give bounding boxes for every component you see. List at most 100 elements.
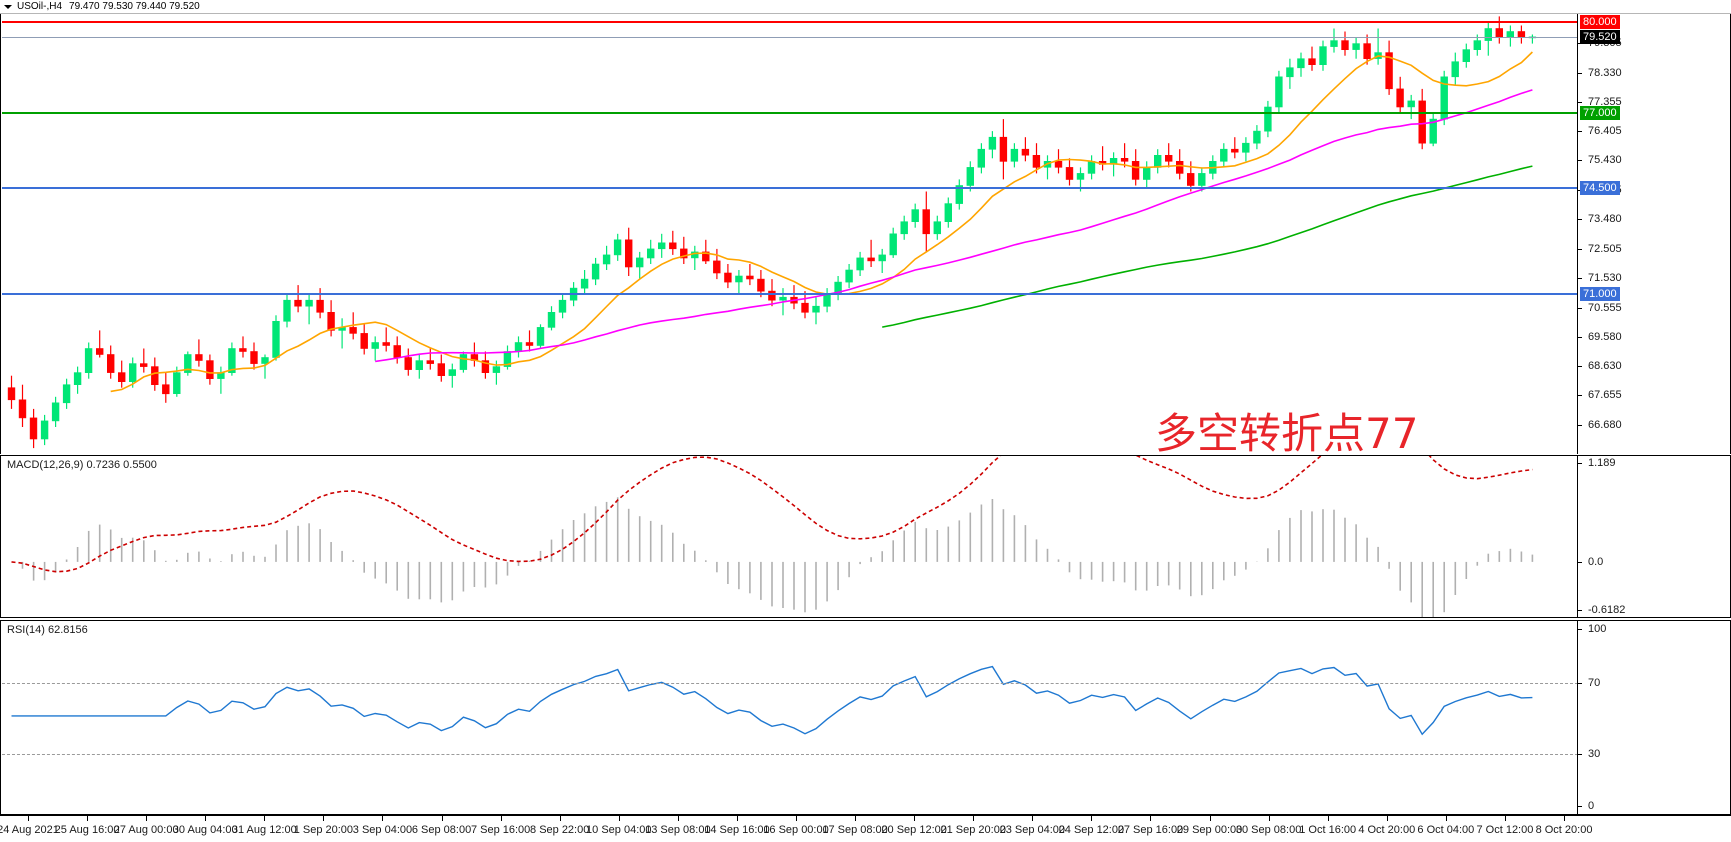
price-level-line-77-000[interactable] — [2, 112, 1578, 115]
time-axis-tick — [28, 816, 29, 821]
time-axis-tick — [1504, 816, 1506, 821]
price-axis-label: 77.355 — [1588, 96, 1622, 109]
time-axis-tick — [1564, 816, 1565, 821]
price-candles-svg — [7, 16, 1537, 449]
price-axis-label: 71.530 — [1588, 272, 1622, 285]
time-axis-tick — [973, 816, 975, 821]
rsi-band-30 — [2, 754, 1578, 756]
price-axis-tick — [1578, 130, 1582, 132]
rsi-band-70 — [2, 682, 1578, 684]
time-axis-label: 17 Sep 08:00 — [822, 824, 888, 836]
price-panel[interactable]: 79.30578.33077.35576.40575.43074.45573.4… — [0, 14, 1731, 454]
macd-series-svg — [11, 456, 1534, 617]
macd-panel[interactable]: MACD(12,26,9) 0.7236 0.5500 1.189 0.0 -0.6… — [0, 455, 1731, 618]
time-axis-tick — [1268, 816, 1270, 821]
price-level-chip-71-000[interactable]: 71.000 — [1580, 287, 1620, 302]
time-axis-tick — [796, 816, 797, 821]
price-axis-label: 78.330 — [1588, 66, 1622, 79]
current-price-chip[interactable]: 79.520 — [1580, 29, 1620, 44]
time-axis-tick — [855, 816, 857, 821]
time-axis-tick — [1445, 816, 1447, 821]
macd-plot-area[interactable] — [2, 456, 1578, 617]
price-axis-label: 73.480 — [1588, 213, 1622, 226]
time-axis-label: 8 Sep 22:00 — [530, 824, 590, 836]
time-axis-label: 21 Sep 20:00 — [940, 824, 1006, 836]
rsi-legend: RSI(14) 62.8156 — [7, 624, 88, 636]
rsi-axis-label: 70 — [1588, 676, 1601, 689]
time-axis-label: 24 Aug 2021 — [0, 824, 59, 836]
price-level-line-80-000[interactable] — [2, 21, 1578, 24]
time-axis-tick — [736, 816, 738, 821]
time-axis-label: 8 Oct 20:00 — [1535, 824, 1593, 836]
rsi-series-svg — [11, 665, 1533, 736]
price-level-chip-74-500[interactable]: 74.500 — [1580, 181, 1620, 196]
time-axis-label: 20 Sep 12:00 — [881, 824, 947, 836]
time-axis-tick — [1032, 816, 1034, 821]
time-axis-label: 29 Sep 00:00 — [1176, 824, 1243, 836]
rsi-axis-label: 0 — [1588, 800, 1595, 812]
time-axis-label: 23 Sep 04:00 — [999, 824, 1066, 836]
price-level-line-71-000[interactable] — [2, 293, 1578, 296]
rsi-axis-label: 100 — [1588, 623, 1607, 635]
time-axis-tick — [559, 816, 561, 821]
price-axis-label: 75.430 — [1588, 154, 1622, 167]
time-axis-tick — [146, 816, 148, 821]
time-axis-label: 25 Aug 16:00 — [54, 824, 120, 836]
time-axis-tick — [382, 816, 384, 821]
price-axis-tick — [1578, 395, 1582, 397]
time-axis-label: 6 Sep 08:00 — [411, 824, 472, 836]
price-level-chip-77-000[interactable]: 77.000 — [1580, 106, 1620, 121]
macd-y-axis[interactable]: 1.189 0.0 -0.6182 — [1577, 456, 1730, 617]
time-axis-label: 13 Sep 08:00 — [645, 824, 711, 836]
time-axis-label: 7 Oct 12:00 — [1476, 824, 1534, 836]
rsi-panel[interactable]: RSI(14) 62.8156 100 70 30 0 — [0, 620, 1731, 815]
triangle-down-icon[interactable] — [4, 2, 13, 11]
rsi-axis-tick — [1578, 682, 1582, 684]
time-axis-tick — [1386, 816, 1388, 821]
price-axis-tick — [1578, 102, 1582, 104]
time-axis-label: 14 Sep 16:00 — [704, 824, 770, 836]
rsi-axis-tick — [1578, 754, 1582, 756]
price-axis-tick — [1578, 424, 1582, 426]
price-axis-label: 66.680 — [1588, 418, 1622, 431]
price-axis-tick — [1578, 337, 1582, 339]
time-axis-tick — [323, 816, 325, 821]
time-axis-tick — [618, 816, 620, 821]
time-axis-label: 27 Sep 16:00 — [1117, 824, 1184, 836]
chart-title-bar: USOil-,H4 79.470 79.530 79.440 79.520 — [0, 0, 1731, 14]
time-axis-label: 1 Oct 16:00 — [1299, 824, 1357, 836]
price-axis-tick — [1578, 72, 1582, 74]
time-axis-tick — [914, 816, 916, 821]
time-axis-label: 24 Sep 12:00 — [1058, 824, 1125, 836]
time-axis-label: 4 Oct 20:00 — [1358, 824, 1416, 836]
rsi-plot-area[interactable] — [2, 621, 1578, 814]
price-level-line-74-500[interactable] — [2, 187, 1578, 190]
rsi-axis-tick — [1578, 629, 1582, 630]
time-axis-tick — [500, 816, 502, 821]
price-axis-label: 69.580 — [1588, 331, 1622, 344]
macd-legend: MACD(12,26,9) 0.7236 0.5500 — [7, 459, 157, 471]
time-axis-tick — [1150, 816, 1152, 821]
time-axis-tick — [87, 816, 89, 821]
time-axis-tick — [441, 816, 443, 821]
time-x-axis[interactable]: 24 Aug 2021 25 Aug 16:00 27 Aug 00:00 30 Au… — [0, 815, 1731, 842]
time-axis-tick — [1209, 816, 1211, 821]
time-axis-label: 30 Sep 08:00 — [1235, 824, 1302, 836]
price-plot-area[interactable] — [2, 14, 1578, 454]
price-axis-label: 68.630 — [1588, 359, 1622, 372]
time-axis-label: 3 Sep 04:00 — [352, 824, 413, 836]
time-axis-tick — [205, 816, 207, 821]
price-axis-tick — [1578, 365, 1582, 367]
time-axis-tick — [264, 816, 266, 821]
rsi-axis-label: 30 — [1588, 748, 1601, 761]
price-axis-tick — [1578, 219, 1582, 221]
time-axis-tick — [1091, 816, 1093, 821]
price-axis-label: 67.655 — [1588, 389, 1622, 402]
time-axis-label: 31 Aug 12:00 — [231, 824, 297, 836]
price-level-chip-80-000[interactable]: 80.000 — [1580, 15, 1620, 30]
rsi-y-axis[interactable]: 100 70 30 0 — [1577, 621, 1730, 814]
price-y-axis[interactable]: 79.30578.33077.35576.40575.43074.45573.4… — [1577, 14, 1730, 454]
macd-axis-tick — [1578, 610, 1582, 611]
price-axis-tick — [1578, 160, 1582, 162]
time-axis-tick — [677, 816, 679, 821]
